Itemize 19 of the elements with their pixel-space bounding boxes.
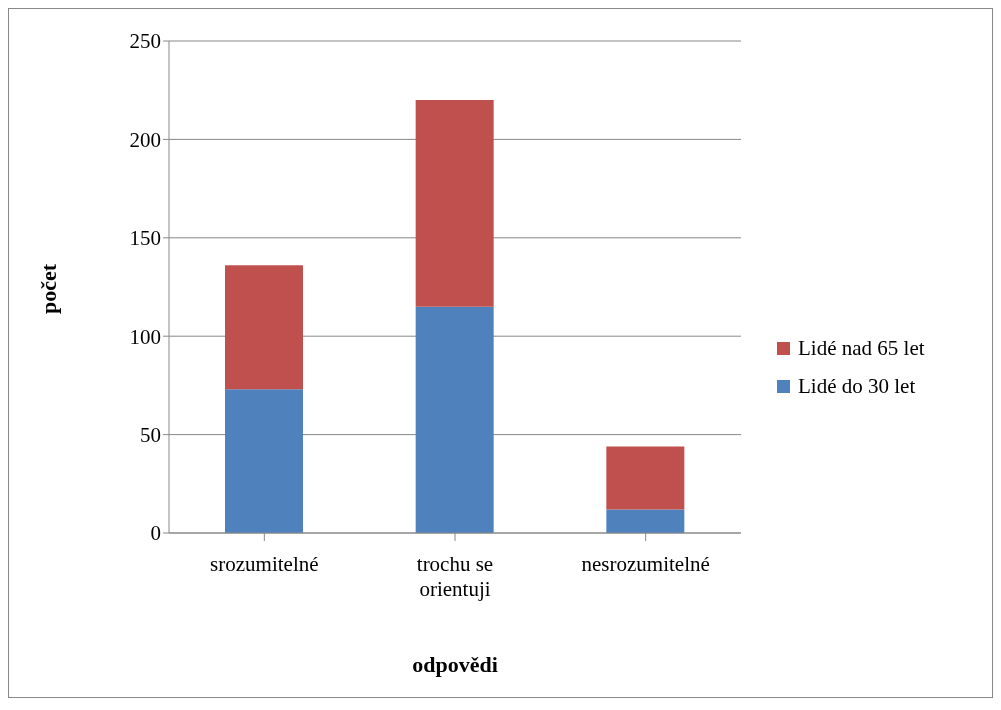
legend-label: Lidé nad 65 let xyxy=(798,335,925,361)
bar xyxy=(606,446,685,510)
bar xyxy=(606,509,685,533)
x-axis-title: odpovědi xyxy=(412,652,498,678)
y-axis-title: počet xyxy=(36,263,62,315)
y-tick-label: 250 xyxy=(129,29,161,54)
legend-label: Lidé do 30 let xyxy=(798,373,916,399)
y-tick-label: 100 xyxy=(129,324,161,349)
y-tick-label: 150 xyxy=(129,226,161,251)
y-tick-label: 200 xyxy=(129,127,161,152)
y-tick-label: 0 xyxy=(150,521,161,546)
bar xyxy=(415,306,494,533)
bar xyxy=(225,265,303,390)
x-tick-label: trochu se orientuji xyxy=(416,552,494,601)
bar xyxy=(415,100,494,307)
x-tick-label: srozumitelné xyxy=(210,552,319,576)
bar xyxy=(225,389,303,533)
x-tick-label: nesrozumitelné xyxy=(581,552,710,576)
y-tick-label: 50 xyxy=(140,423,161,448)
